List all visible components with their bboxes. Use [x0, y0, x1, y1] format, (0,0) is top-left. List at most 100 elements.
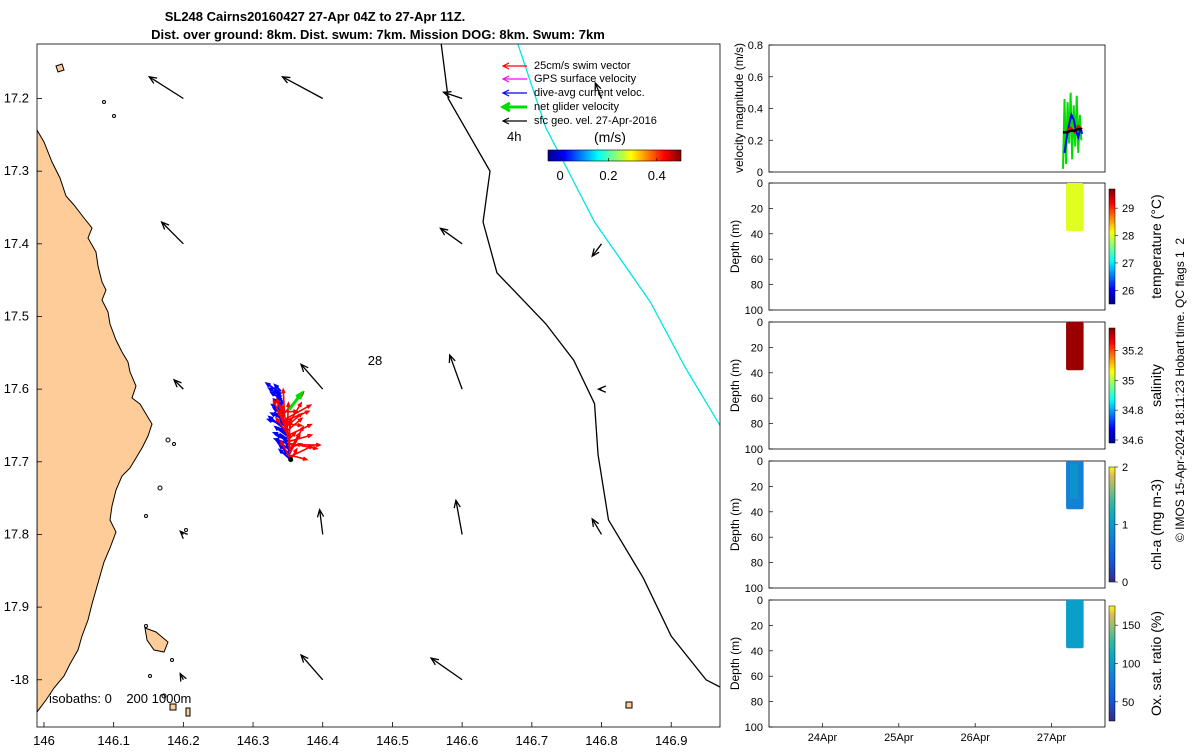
x-tick-label: 146.1	[97, 733, 130, 748]
geo-vector-arrow	[431, 658, 462, 680]
velocity-y-tick-label: 0.8	[748, 40, 763, 52]
geo-vector-arrow	[301, 655, 323, 680]
depth-colorbar-label: Ox. sat. ratio (%)	[1148, 611, 1164, 716]
colorbar-tick-label: 35	[1122, 375, 1134, 387]
depth-y-tick-label: 80	[751, 558, 763, 570]
y-tick-label: 17.5	[4, 308, 29, 323]
depth-y-tick-label: 0	[757, 456, 763, 468]
legend-entry: GPS surface velocity	[503, 73, 637, 85]
depth-axes-box	[769, 461, 1105, 588]
islet	[173, 443, 176, 446]
colorbar-tick-label: 150	[1122, 620, 1140, 632]
y-tick-label: 17.9	[4, 599, 29, 614]
footer-credit: © IMOS 15-Apr-2024 18:11:23 Hobart time.…	[1173, 238, 1187, 542]
depth-colorbar-label: chl-a (mg m-3)	[1148, 479, 1164, 570]
legend-label: dive-avg current veloc.	[534, 87, 645, 99]
depth-y-tick-label: 0	[757, 178, 763, 190]
time-tick-label: 26Apr	[961, 732, 991, 744]
depth-ylabel: Depth (m)	[728, 498, 742, 551]
depth-colorbar	[1109, 189, 1115, 304]
depth-y-tick-label: 20	[751, 481, 763, 493]
depth-y-tick-label: 40	[751, 368, 763, 380]
depth-colorbar	[1109, 467, 1115, 582]
colorbar-tick-label: 29	[1122, 203, 1134, 215]
islet	[113, 115, 116, 118]
coastline-land	[37, 130, 152, 712]
depth-data-block	[1066, 183, 1084, 231]
y-tick-label: 17.2	[4, 90, 29, 105]
x-tick-label: 146.6	[446, 733, 479, 748]
isobath-200m-line	[441, 44, 720, 687]
depth-axes-box	[769, 183, 1105, 310]
depth-ylabel: Depth (m)	[728, 637, 742, 690]
geo-vector-arrow	[162, 222, 184, 244]
islet	[171, 659, 174, 662]
velocity-axes-box	[769, 45, 1105, 172]
depth-y-tick-label: 20	[751, 342, 763, 354]
islet	[158, 486, 162, 490]
x-tick-label: 146.4	[306, 733, 339, 748]
x-tick-label: 146.7	[516, 733, 549, 748]
islet	[149, 675, 152, 678]
colorbar-title: (m/s)	[594, 129, 626, 145]
colorbar-tick-label: 26	[1122, 285, 1134, 297]
depth-y-tick-label: 60	[751, 671, 763, 683]
depth-y-tick-label: 100	[745, 722, 763, 734]
colorbar-tick-label: 27	[1122, 258, 1134, 270]
geo-vector-arrow	[450, 355, 462, 389]
depth-y-tick-label: 0	[757, 317, 763, 329]
colorbar-tick-label: 35.2	[1122, 345, 1143, 357]
x-tick-label: 146.3	[237, 733, 270, 748]
islet	[145, 515, 148, 518]
map-colorbar	[548, 150, 681, 161]
colorbar-tick-label: 2	[1122, 462, 1128, 474]
geo-vector-arrow	[301, 364, 323, 389]
map-axes-box	[37, 44, 720, 727]
geo-vector-arrow	[440, 228, 462, 244]
geo-vector-arrow-head	[180, 674, 186, 682]
depth-data-block	[1066, 322, 1084, 370]
depth-axes-box	[769, 600, 1105, 727]
island	[626, 702, 632, 708]
island	[145, 628, 168, 652]
legend-label: 25cm/s swim vector	[534, 60, 631, 72]
depth-y-tick-label: 60	[751, 532, 763, 544]
y-tick-label: 17.3	[4, 163, 29, 178]
glider-track	[267, 383, 320, 462]
isobath-label: isobaths: 0 200 1000m	[49, 691, 191, 706]
island	[56, 64, 64, 72]
depth-y-tick-label: 100	[745, 444, 763, 456]
islet	[185, 529, 188, 532]
depth-colorbar-label: salinity	[1148, 364, 1164, 407]
x-tick-label: 146.2	[167, 733, 200, 748]
legend-entry: dive-avg current veloc.	[503, 87, 645, 99]
y-tick-label: 17.6	[4, 381, 29, 396]
velocity-y-tick-label: 0.2	[748, 135, 763, 147]
geo-vector-arrow	[282, 77, 322, 99]
depth-colorbar	[1109, 606, 1115, 721]
glider-start-marker	[288, 457, 293, 462]
colorbar-tick-label: 0	[1122, 577, 1128, 589]
colorbar-tick-label: 0.2	[599, 168, 617, 183]
depth-data-block	[1066, 600, 1084, 648]
x-tick-label: 146.8	[585, 733, 618, 748]
depth-y-tick-label: 20	[751, 620, 763, 632]
y-tick-label: 17.7	[4, 454, 29, 469]
colorbar-tick-label: 1	[1122, 520, 1128, 532]
depth-y-tick-label: 40	[751, 646, 763, 658]
depth-y-tick-label: 40	[751, 229, 763, 241]
depth-y-tick-label: 40	[751, 507, 763, 519]
depth-y-tick-label: 60	[751, 254, 763, 266]
colorbar-tick-label: 100	[1122, 659, 1140, 671]
map-y-ticks: 17.217.317.417.517.617.717.817.9-18	[4, 90, 42, 686]
geo-vector-arrow-head	[149, 77, 157, 84]
x-tick-label: 146.5	[376, 733, 409, 748]
geo-vector-arrow	[149, 77, 183, 99]
depth-data-patch	[1070, 464, 1078, 500]
geo-velocity-vectors	[149, 77, 606, 682]
